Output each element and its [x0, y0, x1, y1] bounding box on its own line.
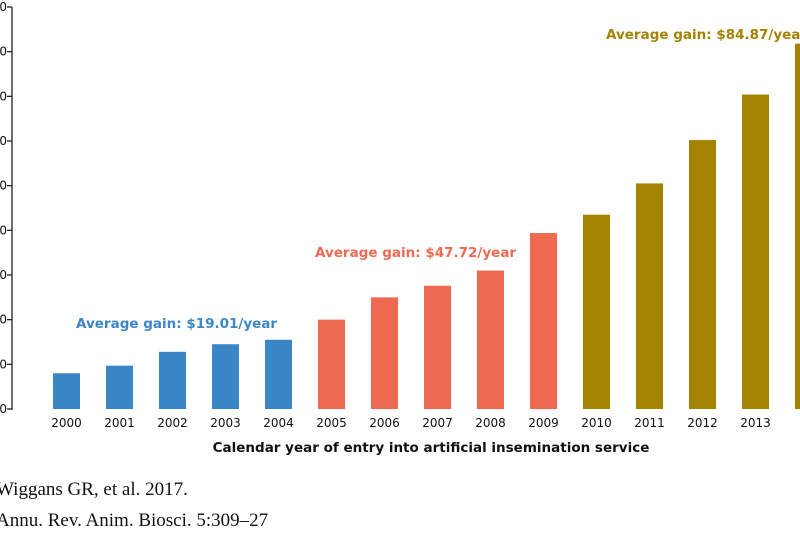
x-tick-label: 2009	[528, 416, 559, 430]
y-tick-label: 0	[0, 402, 7, 416]
annotation-gold: Average gain: $84.87/year	[606, 27, 800, 43]
y-tick-label: 0	[0, 268, 7, 282]
annotation-red: Average gain: $47.72/year	[315, 245, 516, 261]
bars	[53, 43, 800, 410]
x-axis-label: Calendar year of entry into artificial i…	[213, 440, 650, 456]
x-tick-label: 2013	[740, 416, 771, 430]
y-tick-label: 0	[0, 223, 7, 237]
x-tick-label: 2000	[51, 416, 82, 430]
bar	[636, 183, 663, 409]
y-tick-label: 0	[0, 134, 7, 148]
y-tick-label: 0	[0, 89, 7, 103]
x-tick-label: 2001	[104, 416, 135, 430]
bar	[795, 43, 800, 409]
citation-authors: Wiggans GR, et al. 2017.	[0, 479, 188, 500]
bar	[530, 233, 557, 409]
x-tick-label: 2007	[422, 416, 453, 430]
x-tick-label: 2003	[210, 416, 241, 430]
y-tick-label: 0	[0, 179, 7, 193]
bar	[159, 351, 186, 409]
x-tick-label: 2011	[634, 416, 665, 430]
x-axis: 2000 2001 2002 2003 2004 2005 2006 2007 2008 2009…	[51, 416, 771, 430]
y-tick-label: 0	[0, 0, 7, 14]
y-axis: 0 0 0 0 0 0 0 0 0 0	[0, 0, 13, 416]
x-tick-label: 2006	[369, 416, 400, 430]
bar	[318, 319, 345, 409]
x-tick-label: 2012	[687, 416, 718, 430]
y-tick-label: 0	[0, 357, 7, 371]
bar	[265, 339, 292, 409]
bar	[212, 344, 239, 409]
bar	[477, 270, 504, 409]
bar	[689, 140, 716, 409]
x-tick-label: 2008	[475, 416, 506, 430]
bar	[424, 285, 451, 409]
x-tick-label: 2010	[581, 416, 612, 430]
y-tick-label: 0	[0, 313, 7, 327]
x-tick-label: 2002	[157, 416, 188, 430]
bar	[742, 94, 769, 410]
bar	[53, 373, 80, 409]
bar	[371, 297, 398, 409]
x-tick-label: 2004	[263, 416, 294, 430]
citation-journal: Annu. Rev. Anim. Biosci. 5:309–27	[0, 510, 269, 531]
x-tick-label: 2005	[316, 416, 347, 430]
bar	[583, 214, 610, 409]
y-tick-label: 0	[0, 45, 7, 59]
bar	[106, 365, 133, 409]
annotation-blue: Average gain: $19.01/year	[76, 316, 277, 332]
